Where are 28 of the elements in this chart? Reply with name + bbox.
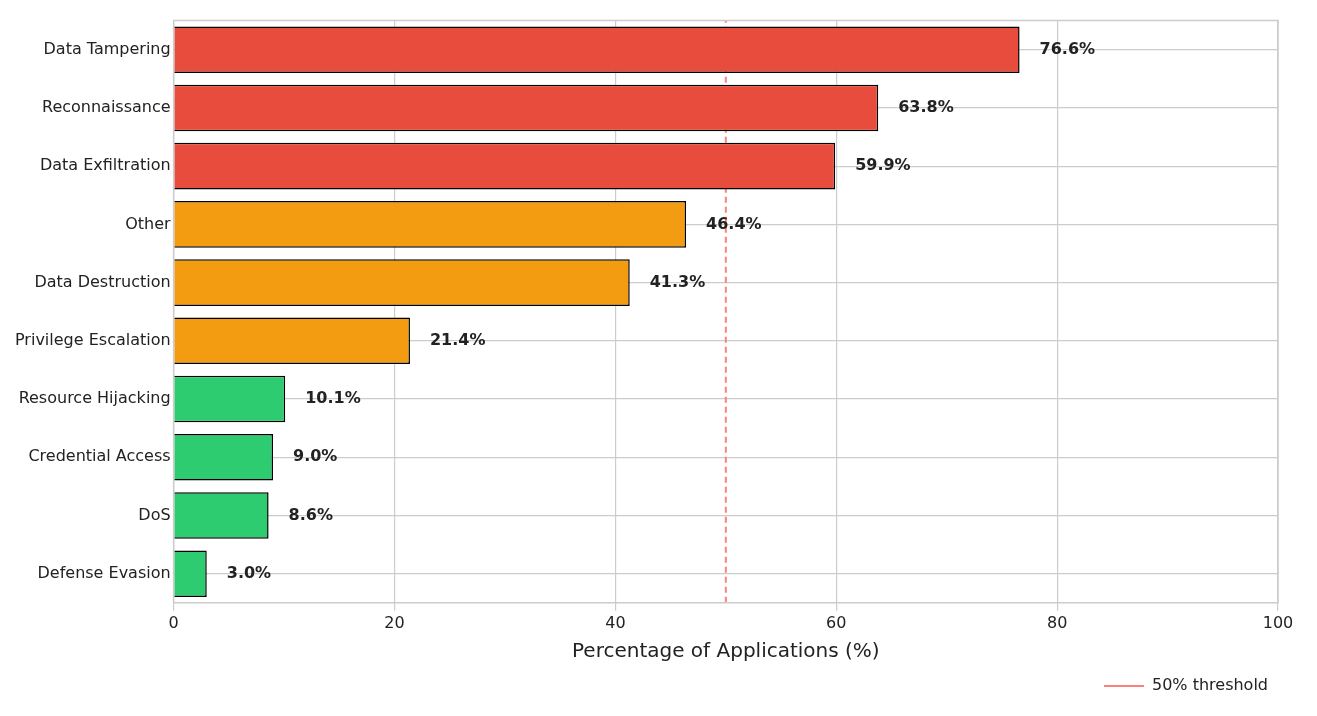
data-label: 46.4% bbox=[706, 213, 762, 233]
data-label: 10.1% bbox=[305, 388, 361, 408]
data-label: 59.9% bbox=[855, 155, 911, 175]
y-tick-label: Credential Access bbox=[28, 446, 171, 466]
x-axis-title: Percentage of Applications (%) bbox=[571, 638, 880, 663]
data-label: 76.6% bbox=[1039, 38, 1096, 58]
x-tick-label: 100 bbox=[1262, 612, 1294, 632]
y-tick-label: Data Exfiltration bbox=[39, 155, 171, 175]
legend-label: 50% threshold bbox=[1152, 675, 1268, 695]
y-tick-label: Defense Evasion bbox=[37, 562, 171, 582]
y-tick-label: Data Destruction bbox=[34, 271, 171, 291]
x-tick-label: 20 bbox=[384, 612, 405, 632]
data-label: 63.8% bbox=[898, 97, 954, 117]
x-tick-label: 60 bbox=[826, 612, 847, 632]
data-label: 41.3% bbox=[649, 271, 706, 291]
data-label: 21.4% bbox=[429, 329, 486, 349]
y-tick-label: DoS bbox=[138, 504, 171, 524]
data-label: 8.6% bbox=[288, 504, 333, 524]
x-tick-label: 80 bbox=[1046, 612, 1068, 632]
y-tick-label: Data Tampering bbox=[43, 38, 171, 58]
y-tick-label: Privilege Escalation bbox=[15, 329, 171, 349]
x-tick-label: 40 bbox=[605, 612, 626, 632]
x-tick-label: 0 bbox=[168, 612, 179, 632]
y-tick-label: Other bbox=[125, 213, 172, 233]
y-tick-label: Resource Hijacking bbox=[18, 388, 171, 408]
y-tick-label: Reconnaissance bbox=[42, 97, 171, 117]
data-label: 9.0% bbox=[293, 446, 338, 466]
data-label: 3.0% bbox=[226, 562, 272, 582]
